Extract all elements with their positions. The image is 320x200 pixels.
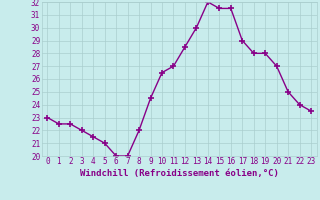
X-axis label: Windchill (Refroidissement éolien,°C): Windchill (Refroidissement éolien,°C) [80, 169, 279, 178]
